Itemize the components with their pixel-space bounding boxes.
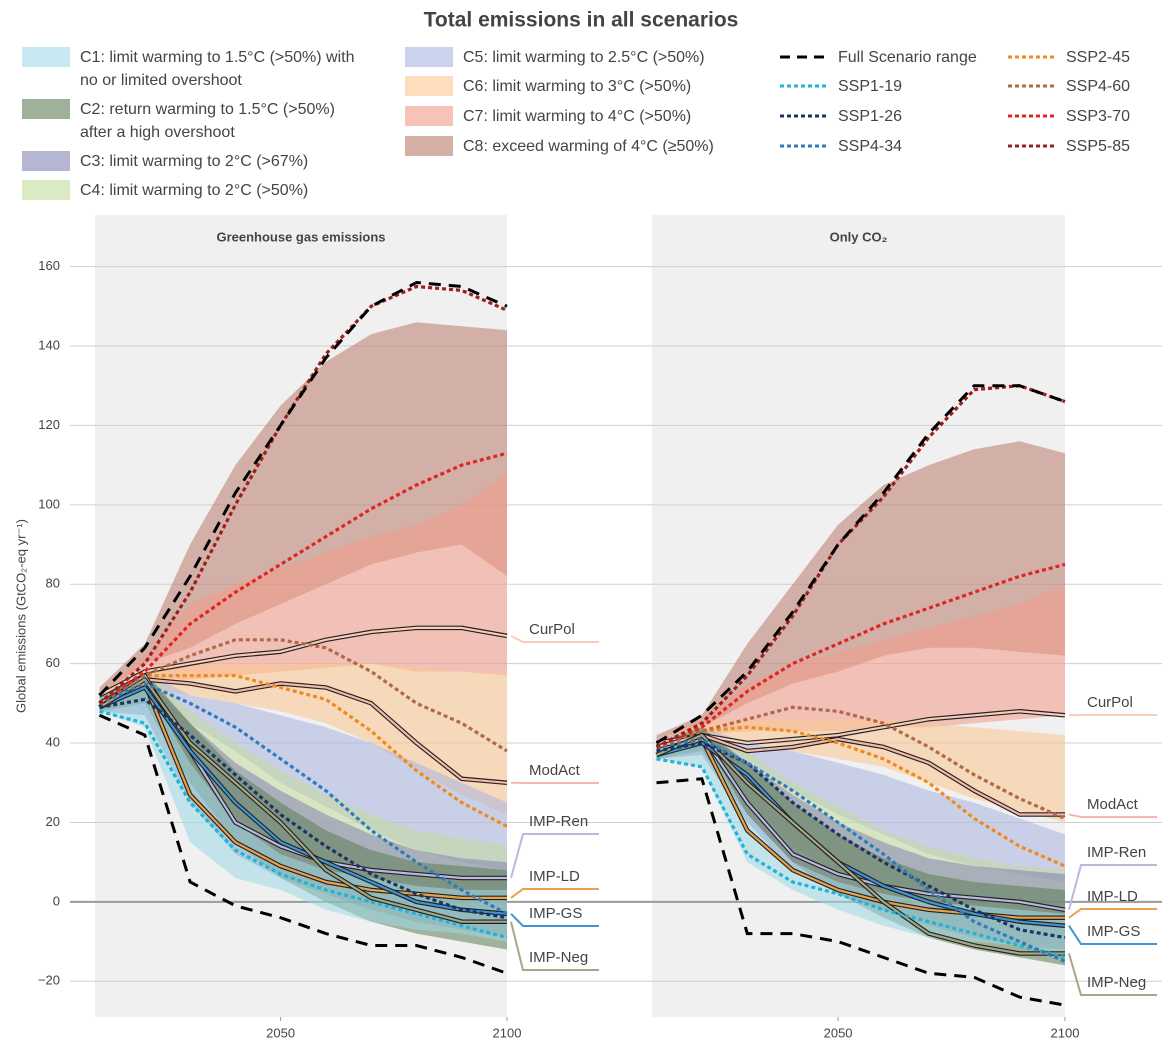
annotation-label: IMP-GS — [1087, 923, 1140, 940]
annotation-label: IMP-Neg — [1087, 974, 1146, 991]
annotation-label: IMP-LD — [529, 868, 580, 885]
y-axis-label: Global emissions (GtCO₂-eq yr⁻¹) — [13, 519, 28, 713]
annotation-arrow — [510, 888, 599, 899]
scenario-band — [656, 584, 1065, 751]
legend-swatch — [22, 180, 70, 200]
legend-label: Full Scenario range — [838, 48, 977, 66]
imp-line — [98, 682, 507, 899]
annotation-label: IMP-Ren — [1087, 844, 1146, 861]
x-tick-label: 2050 — [824, 1025, 853, 1040]
annotation-arrow — [1068, 953, 1157, 996]
scenario-band — [99, 663, 507, 815]
x-tick-label: 2050 — [266, 1025, 295, 1040]
annotation-arrow — [1068, 925, 1157, 945]
annotation-label: IMP-Ren — [529, 813, 588, 830]
legend-label: SSP2-45 — [1066, 48, 1131, 66]
y-tick-label: 80 — [46, 576, 60, 591]
scenario-range-line — [98, 280, 508, 697]
panel-title: Only CO₂ — [830, 229, 888, 244]
ssp-line — [655, 705, 1066, 820]
imp-line — [98, 626, 508, 697]
annotation-label: IMP-LD — [1087, 888, 1138, 905]
x-tick-label: 2100 — [1051, 1025, 1080, 1040]
annotation-arrow — [510, 833, 599, 879]
scenario-band — [99, 671, 507, 950]
legend-label: SSP3-70 — [1066, 107, 1131, 125]
ssp-line — [656, 757, 1066, 959]
ssp-line — [99, 709, 508, 940]
annotation-label: ModAct — [529, 762, 581, 779]
y-tick-label: 160 — [38, 258, 60, 273]
annotation-label: ModAct — [1087, 796, 1139, 813]
ssp-line — [655, 562, 1066, 749]
legend-label: C7: limit warming to 4°C (>50%) — [463, 107, 692, 125]
annotation-arrow — [510, 913, 599, 927]
chart-title: Total emissions in all scenarios — [424, 9, 739, 32]
y-tick-label: 100 — [38, 496, 60, 511]
annotation-arrow — [1068, 813, 1157, 818]
legend-label: C2: return warming to 1.5°C (>50%) after… — [80, 100, 335, 141]
legend-label: SSP4-60 — [1066, 77, 1131, 95]
y-tick-label: 120 — [38, 417, 60, 432]
imp-line — [656, 710, 1066, 745]
y-tick-label: 0 — [53, 893, 60, 908]
ssp-line — [655, 725, 1066, 868]
annotation-label: CurPol — [529, 621, 575, 638]
y-tick-label: 20 — [46, 814, 60, 829]
annotation-label: IMP-Neg — [529, 949, 588, 966]
legend-label: C4: limit warming to 2°C (>50%) — [80, 181, 309, 199]
y-tick-label: 140 — [38, 337, 60, 352]
annotation-label: IMP-GS — [529, 905, 582, 922]
legend-label: C3: limit warming to 2°C (>67%) — [80, 152, 309, 170]
legend-swatch — [405, 47, 453, 67]
imp-line — [98, 678, 508, 784]
ssp-line — [98, 681, 508, 916]
annotation-arrow — [1068, 864, 1157, 911]
ssp-line — [98, 674, 508, 828]
annotation-label: CurPol — [1087, 694, 1133, 711]
imp-line — [98, 678, 507, 923]
panel-title: Greenhouse gas emissions — [216, 229, 385, 244]
legend-swatch — [22, 151, 70, 171]
scenario-band — [656, 719, 1065, 823]
annotation-arrow — [510, 635, 599, 643]
legend-label: SSP1-19 — [838, 77, 903, 95]
legend-label: C8: exceed warming of 4°C (≥50%) — [463, 137, 714, 155]
legend-swatch — [405, 76, 453, 96]
legend-swatch — [22, 47, 70, 67]
imp-line — [656, 734, 1065, 816]
y-tick-label: 60 — [46, 655, 60, 670]
legend-label: SSP1-26 — [838, 107, 903, 125]
legend-label: SSP5-85 — [1066, 137, 1131, 155]
annotation-arrow — [510, 921, 599, 971]
scenario-band — [99, 473, 507, 708]
scenario-range-line — [98, 713, 508, 975]
ssp-line — [98, 638, 508, 753]
x-tick-label: 2100 — [493, 1025, 522, 1040]
legend-label: C1: limit warming to 1.5°C (>50%) with n… — [80, 48, 355, 89]
legend-label: SSP4-34 — [838, 137, 903, 155]
scenario-band — [656, 441, 1065, 747]
legend-swatch — [22, 99, 70, 119]
legend-swatch — [405, 136, 453, 156]
legend-label: C5: limit warming to 2.5°C (>50%) — [463, 48, 705, 66]
annotation-arrow — [1068, 908, 1157, 919]
scenario-range-line — [655, 384, 1066, 745]
ssp-line — [656, 737, 1066, 963]
legend-swatch — [405, 106, 453, 126]
legend-label: C6: limit warming to 3°C (>50%) — [463, 77, 692, 95]
imp-line — [656, 734, 1065, 955]
ssp-line — [656, 741, 1066, 940]
scenario-band — [99, 683, 507, 942]
imp-line — [99, 686, 508, 915]
y-tick-label: −20 — [38, 973, 60, 988]
y-tick-label: 40 — [46, 734, 60, 749]
scenario-range-line — [656, 777, 1066, 1007]
